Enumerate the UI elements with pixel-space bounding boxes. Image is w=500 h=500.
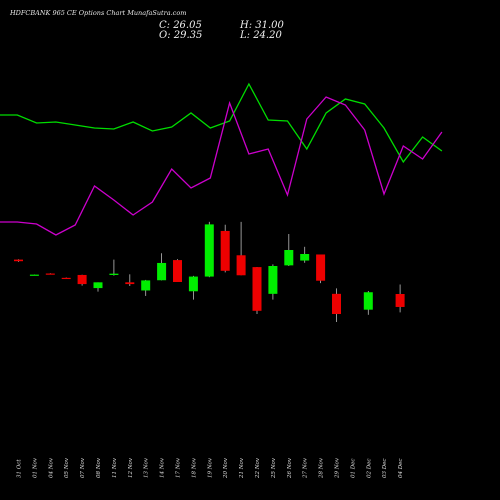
candle-body xyxy=(77,274,87,285)
candle xyxy=(220,224,230,273)
candle xyxy=(236,221,246,276)
candle xyxy=(14,259,23,262)
x-tick-label: 28 Nov xyxy=(319,457,325,479)
candle xyxy=(188,275,198,300)
x-tick-label: 01 Dec xyxy=(350,459,356,479)
candle xyxy=(316,254,326,284)
x-tick-label: 04 Nov xyxy=(48,457,54,478)
x-tick-label: 25 Nov xyxy=(271,457,277,479)
candle xyxy=(141,279,151,296)
candle xyxy=(157,253,167,281)
candle-body xyxy=(14,259,23,262)
candle-body xyxy=(188,276,198,292)
candle xyxy=(204,221,214,278)
x-tick-label: 18 Nov xyxy=(191,457,197,478)
candle-body xyxy=(125,282,135,285)
candle-body xyxy=(93,282,103,289)
x-tick-label: 26 Nov xyxy=(287,457,293,479)
indicator-lines xyxy=(0,82,443,236)
candle-body xyxy=(332,293,341,314)
candle xyxy=(300,246,310,263)
candle xyxy=(284,234,294,266)
candle xyxy=(268,264,278,300)
x-tick-label: 31 Oct xyxy=(17,459,23,478)
candle-body xyxy=(29,274,39,276)
x-tick-label: 13 Nov xyxy=(144,457,150,478)
candle xyxy=(363,290,373,315)
x-tick-label: 05 Nov xyxy=(64,457,70,478)
chart-title: HDFCBANK 965 CE Options Chart MunafaSutr… xyxy=(10,9,187,17)
candle xyxy=(61,277,71,280)
x-tick-label: 20 Nov xyxy=(223,457,229,479)
candle-body xyxy=(45,273,55,275)
x-tick-label: 27 Nov xyxy=(303,457,309,479)
candle-body xyxy=(204,224,214,277)
candle xyxy=(45,273,55,275)
x-tick-label: 03 Dec xyxy=(382,459,388,479)
x-tick-label: 12 Nov xyxy=(128,457,134,478)
candle-body xyxy=(316,254,326,281)
indicator-line-1 xyxy=(0,82,443,164)
candle-body xyxy=(141,280,151,291)
candle-body xyxy=(157,262,167,281)
x-tick-label: 22 Nov xyxy=(255,457,261,479)
candle xyxy=(125,274,135,286)
candle xyxy=(395,284,405,313)
candle-body xyxy=(109,273,119,275)
candle xyxy=(109,259,119,276)
x-tick-label: 02 Dec xyxy=(366,459,372,479)
candle xyxy=(332,288,341,322)
candle xyxy=(93,282,103,292)
x-tick-label: 11 Nov xyxy=(112,457,118,478)
candles xyxy=(14,221,405,322)
candle-body xyxy=(363,292,373,310)
x-tick-label: 07 Nov xyxy=(80,457,86,478)
low-value: L: 24.20 xyxy=(240,30,282,41)
indicator-line-2 xyxy=(0,96,443,236)
x-tick-label: 14 Nov xyxy=(160,457,166,478)
x-tick-label: 04 Dec xyxy=(398,459,404,479)
x-tick-label: 01 Nov xyxy=(32,457,38,478)
x-tick-label: 29 Nov xyxy=(335,457,341,479)
x-tick-label: 17 Nov xyxy=(176,457,182,478)
candle-body xyxy=(284,250,294,266)
x-tick-label: 08 Nov xyxy=(96,457,102,478)
candle-body xyxy=(220,230,230,271)
close-value: C: 26.05 xyxy=(159,20,202,31)
x-tick-label: 21 Nov xyxy=(239,457,245,479)
candle-body xyxy=(61,277,71,280)
candle-body xyxy=(252,267,262,311)
candle-body xyxy=(268,266,278,294)
candle-body xyxy=(300,254,310,261)
x-axis-labels: 31 Oct 01 Nov 04 Nov 05 Nov 07 Nov 08 Nov 11 N… xyxy=(17,457,405,479)
candle-body xyxy=(395,294,405,307)
candle xyxy=(173,259,182,282)
candle xyxy=(29,274,39,276)
open-value: O: 29.35 xyxy=(159,30,203,41)
candle-body xyxy=(173,260,182,282)
candle xyxy=(77,274,87,286)
candle xyxy=(252,266,262,314)
x-tick-label: 19 Nov xyxy=(207,457,213,478)
candle-body xyxy=(236,255,246,276)
high-value: H: 31.00 xyxy=(240,20,284,31)
